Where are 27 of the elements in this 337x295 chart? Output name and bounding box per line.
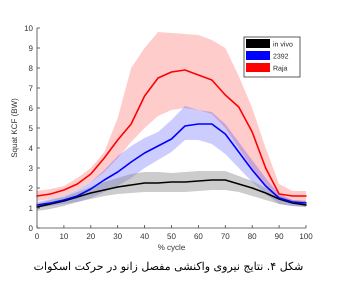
y-tick-label: 1 [28,204,34,213]
y-tick-label: 3 [28,164,34,173]
line-series [36,179,307,208]
y-tick-label: 10 [24,24,34,33]
x-tick-label: 30 [113,232,123,241]
y-tick-label: 6 [28,104,34,113]
y-tick-label: 8 [28,64,34,73]
text: شکل ۴. نتایج نیروی واکنشی مفصل زانو در حرکت اسکوات [34,260,304,273]
x-tick-label: 100 [299,232,314,241]
y-axis-title: Squat KCF (BW) [10,98,19,158]
x-tick-label: 70 [220,232,230,241]
x-tick-label: 80 [248,232,258,241]
y-tick-label: 9 [28,44,34,53]
x-tick-label: 40 [140,232,150,241]
x-tick-label: 50 [167,232,176,241]
y-tick-label: 0 [28,224,34,233]
x-tick-label: 10 [59,232,69,241]
y-tick-label: 7 [28,84,34,93]
x-tick-label: 60 [194,232,204,241]
y-tick-label: 2 [28,184,34,193]
x-tick-label: 0 [34,232,40,241]
x-tick-label: 20 [86,232,96,241]
line-series [36,123,307,206]
x-axis-title: % cycle [158,243,186,252]
y-tick-label: 5 [28,124,34,133]
y-tick-label: 4 [28,144,34,153]
x-tick-label: 90 [274,232,284,241]
